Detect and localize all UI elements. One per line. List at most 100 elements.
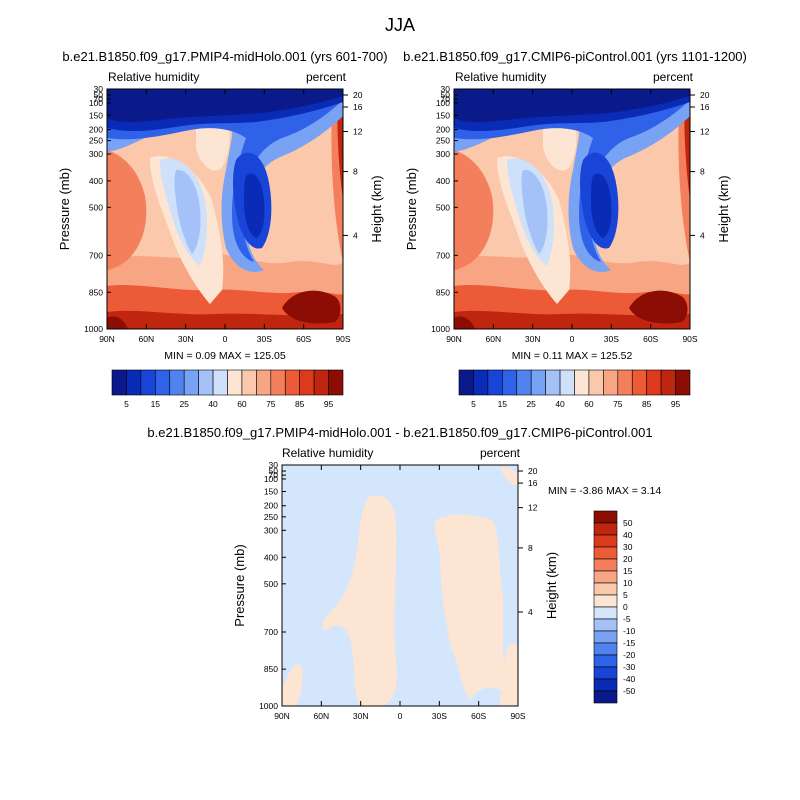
colorbar-label: 5 <box>471 399 476 409</box>
field-core-surface-n <box>107 316 128 329</box>
y-tick-label: 500 <box>436 202 450 212</box>
y-tick-label: 30 <box>269 460 279 470</box>
y-tick-label: 50 <box>441 90 451 100</box>
y-tick-label: 150 <box>264 487 278 497</box>
colorbar-swatch <box>603 369 619 396</box>
y-tick-label: 70 <box>94 94 104 104</box>
colorbar-swatch <box>593 510 618 524</box>
y-tick-label: 500 <box>264 579 278 589</box>
y2-tick-label: 12 <box>700 126 710 136</box>
y2-axis-label: Height (km) <box>369 175 384 242</box>
colorbar-swatch <box>487 369 503 396</box>
field-core-surface-s <box>282 290 341 324</box>
y-tick-label: 1000 <box>84 324 103 334</box>
y-tick-label: 1000 <box>431 324 450 334</box>
panel-c-left-label: Relative humidity <box>282 446 373 460</box>
colorbar-label: 95 <box>671 399 681 409</box>
colorbar-label: 20 <box>623 554 633 564</box>
y-tick-label: 400 <box>89 176 103 186</box>
y-tick-label: 300 <box>436 149 450 159</box>
y2-tick-label: 20 <box>700 90 710 100</box>
y2-tick-label: 12 <box>528 503 538 513</box>
y-axis-label: Pressure (mb) <box>404 168 419 250</box>
field-dry-mid <box>521 169 548 254</box>
y-tick-label: 70 <box>441 94 451 104</box>
colorbar-label: 60 <box>584 399 594 409</box>
colorbar-swatch <box>593 630 618 644</box>
y2-axis-label: Height (km) <box>544 552 559 619</box>
field-core-surface-n <box>454 316 475 329</box>
x-tick-label: 90S <box>510 711 525 721</box>
colorbar-swatch <box>169 369 185 396</box>
x-tick-label: 90S <box>682 334 697 344</box>
y-tick-label: 200 <box>264 501 278 511</box>
diff-pos-north-low <box>282 663 303 706</box>
colorbar-label: 60 <box>237 399 247 409</box>
diff-pos-south-low <box>500 643 518 706</box>
y-tick-label: 30 <box>441 84 451 94</box>
colorbar-swatch <box>270 369 286 396</box>
x-tick-label: 90S <box>335 334 350 344</box>
colorbar-swatch <box>593 570 618 584</box>
colorbar-swatch <box>458 369 474 396</box>
colorbar-label: -15 <box>623 638 636 648</box>
y2-tick-label: 20 <box>353 90 363 100</box>
y-tick-label: 30 <box>94 84 104 94</box>
colorbar-swatch <box>631 369 647 396</box>
colorbar-swatch <box>593 558 618 572</box>
colorbar-label: 0 <box>623 602 628 612</box>
diff-pos-south-upper <box>500 467 518 486</box>
field-band-bottom <box>107 310 343 329</box>
field-core-surface-s <box>629 290 688 324</box>
colorbar-label: 15 <box>623 566 633 576</box>
panel-c-minmax: MIN = -3.86 MAX = 3.14 <box>548 485 661 497</box>
x-tick-label: 90N <box>274 711 290 721</box>
y-tick-label: 700 <box>436 250 450 260</box>
colorbar-swatch <box>328 369 344 396</box>
x-tick-label: 60N <box>486 334 502 344</box>
y-tick-label: 250 <box>264 512 278 522</box>
colorbar-swatch <box>140 369 156 396</box>
colorbar-label: 25 <box>526 399 536 409</box>
colorbar-label: 95 <box>324 399 334 409</box>
field-strat-core <box>107 89 343 122</box>
y2-tick-label: 4 <box>528 607 533 617</box>
colorbar: 5 15 25 40 60 75 85 95 <box>111 369 344 409</box>
y-tick-label: 200 <box>89 125 103 135</box>
colorbar-swatch <box>198 369 214 396</box>
y-tick-label: 500 <box>89 202 103 212</box>
panel-c: b.e21.B1850.f09_g17.PMIP4-midHolo.001 - … <box>147 425 661 707</box>
colorbar-swatch <box>675 369 691 396</box>
colorbar-swatch <box>212 369 228 396</box>
y2-tick-label: 12 <box>353 126 363 136</box>
panel-b-title: b.e21.B1850.f09_g17.CMIP6-piControl.001 … <box>403 49 747 64</box>
colorbar-label: -20 <box>623 650 636 660</box>
y-tick-label: 700 <box>264 627 278 637</box>
x-tick-label: 90N <box>99 334 115 344</box>
panel-a-right-label: percent <box>306 70 347 84</box>
x-tick-label: 30N <box>178 334 194 344</box>
diff-pos-south <box>434 514 508 700</box>
y2-tick-label: 16 <box>700 102 710 112</box>
y-tick-label: 1000 <box>259 701 278 711</box>
colorbar-swatch <box>593 618 618 632</box>
field-band-north-mid <box>454 150 494 270</box>
y-tick-label: 250 <box>436 136 450 146</box>
y-tick-label: 850 <box>436 287 450 297</box>
colorbar-swatch <box>593 594 618 608</box>
colorbar-swatch <box>559 369 575 396</box>
x-tick-label: 60S <box>471 711 486 721</box>
y2-tick-label: 16 <box>353 102 363 112</box>
panel-b-left-label: Relative humidity <box>455 70 546 84</box>
y2-tick-label: 8 <box>700 167 705 177</box>
colorbar-swatch <box>593 546 618 560</box>
panel-b-right-label: percent <box>653 70 694 84</box>
field-band-bottom <box>454 310 690 329</box>
colorbar-label: 15 <box>498 399 508 409</box>
y2-tick-label: 4 <box>353 230 358 240</box>
y-tick-label: 300 <box>264 525 278 535</box>
panel-b-field <box>454 89 690 329</box>
x-tick-label: 30S <box>432 711 447 721</box>
